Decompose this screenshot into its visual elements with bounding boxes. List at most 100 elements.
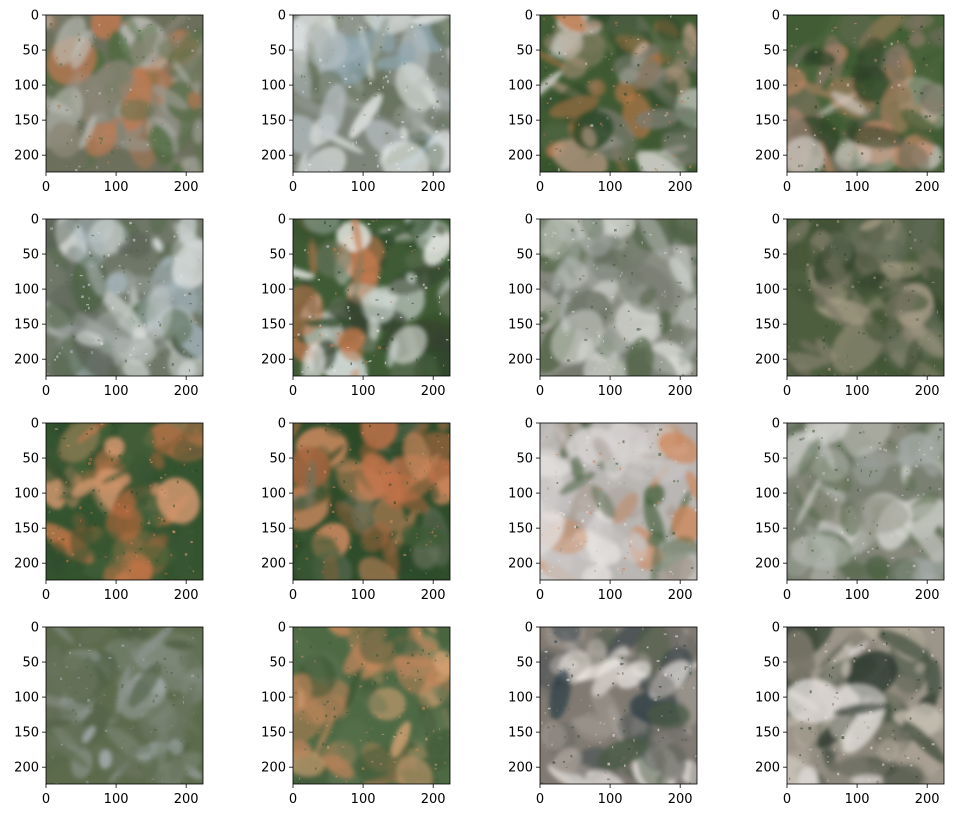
x-tick-label: 200 bbox=[915, 384, 940, 399]
panel-16: 0 100 200 0 50 100 150 200 bbox=[755, 621, 945, 807]
panel-1-image bbox=[46, 15, 203, 172]
y-tick-label: 150 bbox=[261, 522, 286, 537]
panel-11: 0 100 200 0 50 100 150 200 bbox=[508, 417, 698, 603]
y-tick-label: 0 bbox=[278, 417, 286, 432]
y-tick-label: 100 bbox=[14, 691, 39, 706]
y-tick-label: 150 bbox=[755, 522, 780, 537]
y-tick-label: 150 bbox=[508, 114, 533, 129]
y-tick-label: 150 bbox=[755, 114, 780, 129]
x-tick-label: 100 bbox=[598, 792, 623, 807]
panel-10: 0 100 200 0 50 100 150 200 bbox=[261, 417, 451, 603]
y-tick-label: 100 bbox=[261, 283, 286, 298]
panel-8-image bbox=[787, 219, 944, 376]
y-tick-label: 100 bbox=[755, 283, 780, 298]
panel-3-frame bbox=[539, 14, 698, 173]
x-tick-label: 200 bbox=[174, 180, 199, 195]
y-tick-label: 50 bbox=[516, 452, 533, 467]
x-tick-label: 200 bbox=[668, 792, 693, 807]
panel-2: 0 100 200 0 50 100 150 200 bbox=[261, 9, 451, 195]
panel-16-frame bbox=[786, 626, 945, 785]
panel-16-image bbox=[787, 627, 944, 784]
panel-7: 0 100 200 0 50 100 150 200 bbox=[508, 213, 698, 399]
panel-3-image bbox=[540, 15, 697, 172]
x-tick-label: 100 bbox=[351, 792, 376, 807]
y-tick-label: 50 bbox=[22, 452, 39, 467]
panel-2-frame bbox=[292, 14, 451, 173]
panel-15-image bbox=[540, 627, 697, 784]
y-tick-label: 200 bbox=[755, 149, 780, 164]
y-tick-label: 150 bbox=[261, 318, 286, 333]
y-tick-label: 100 bbox=[508, 691, 533, 706]
panel-8-frame bbox=[786, 218, 945, 377]
y-tick-label: 0 bbox=[772, 621, 780, 636]
y-tick-label: 100 bbox=[508, 487, 533, 502]
x-tick-label: 100 bbox=[845, 792, 870, 807]
x-tick-label: 0 bbox=[536, 180, 544, 195]
x-tick-label: 0 bbox=[289, 384, 297, 399]
panel-12: 0 100 200 0 50 100 150 200 bbox=[755, 417, 945, 603]
panel-11-image bbox=[540, 423, 697, 580]
y-tick-label: 50 bbox=[763, 248, 780, 263]
y-tick-label: 100 bbox=[14, 487, 39, 502]
y-tick-label: 200 bbox=[508, 353, 533, 368]
x-tick-label: 100 bbox=[104, 588, 129, 603]
x-tick-label: 100 bbox=[104, 384, 129, 399]
x-tick-label: 0 bbox=[783, 792, 791, 807]
y-tick-label: 0 bbox=[278, 213, 286, 228]
x-tick-label: 0 bbox=[289, 792, 297, 807]
y-tick-label: 50 bbox=[269, 248, 286, 263]
y-tick-label: 50 bbox=[763, 656, 780, 671]
y-tick-label: 0 bbox=[772, 417, 780, 432]
y-tick-label: 50 bbox=[269, 452, 286, 467]
y-tick-label: 0 bbox=[772, 213, 780, 228]
x-tick-label: 0 bbox=[783, 180, 791, 195]
y-tick-label: 150 bbox=[508, 726, 533, 741]
y-tick-label: 50 bbox=[22, 44, 39, 59]
panel-15-frame bbox=[539, 626, 698, 785]
x-tick-label: 100 bbox=[598, 384, 623, 399]
x-tick-label: 100 bbox=[845, 588, 870, 603]
y-tick-label: 100 bbox=[508, 79, 533, 94]
x-tick-label: 100 bbox=[598, 588, 623, 603]
y-tick-label: 150 bbox=[14, 522, 39, 537]
x-tick-label: 0 bbox=[42, 180, 50, 195]
panel-1-frame bbox=[45, 14, 204, 173]
panel-9-frame bbox=[45, 422, 204, 581]
panel-13-image bbox=[46, 627, 203, 784]
y-tick-label: 150 bbox=[755, 726, 780, 741]
panel-14-frame bbox=[292, 626, 451, 785]
y-tick-label: 200 bbox=[14, 761, 39, 776]
x-tick-label: 200 bbox=[668, 180, 693, 195]
y-tick-label: 0 bbox=[31, 9, 39, 24]
y-tick-label: 0 bbox=[525, 9, 533, 24]
y-tick-label: 0 bbox=[525, 621, 533, 636]
x-tick-label: 0 bbox=[289, 588, 297, 603]
y-tick-label: 0 bbox=[278, 9, 286, 24]
y-tick-label: 150 bbox=[261, 726, 286, 741]
x-tick-label: 100 bbox=[104, 792, 129, 807]
y-tick-label: 200 bbox=[261, 149, 286, 164]
panel-9-image bbox=[46, 423, 203, 580]
y-tick-label: 200 bbox=[508, 761, 533, 776]
y-tick-label: 50 bbox=[763, 44, 780, 59]
y-tick-label: 0 bbox=[31, 621, 39, 636]
y-tick-label: 0 bbox=[525, 417, 533, 432]
x-tick-label: 100 bbox=[351, 180, 376, 195]
panel-4: 0 100 200 0 50 100 150 200 bbox=[755, 9, 945, 195]
y-tick-label: 150 bbox=[508, 318, 533, 333]
y-tick-label: 200 bbox=[261, 761, 286, 776]
y-tick-label: 50 bbox=[22, 248, 39, 263]
panel-10-frame bbox=[292, 422, 451, 581]
y-tick-label: 100 bbox=[261, 691, 286, 706]
y-tick-label: 50 bbox=[516, 656, 533, 671]
panel-4-frame bbox=[786, 14, 945, 173]
panel-3: 0 100 200 0 50 100 150 200 bbox=[508, 9, 698, 195]
y-tick-label: 200 bbox=[755, 557, 780, 572]
y-tick-label: 0 bbox=[772, 9, 780, 24]
y-tick-label: 200 bbox=[755, 761, 780, 776]
panel-2-image bbox=[293, 15, 450, 172]
y-tick-label: 0 bbox=[31, 213, 39, 228]
y-tick-label: 200 bbox=[755, 353, 780, 368]
x-tick-label: 200 bbox=[668, 588, 693, 603]
